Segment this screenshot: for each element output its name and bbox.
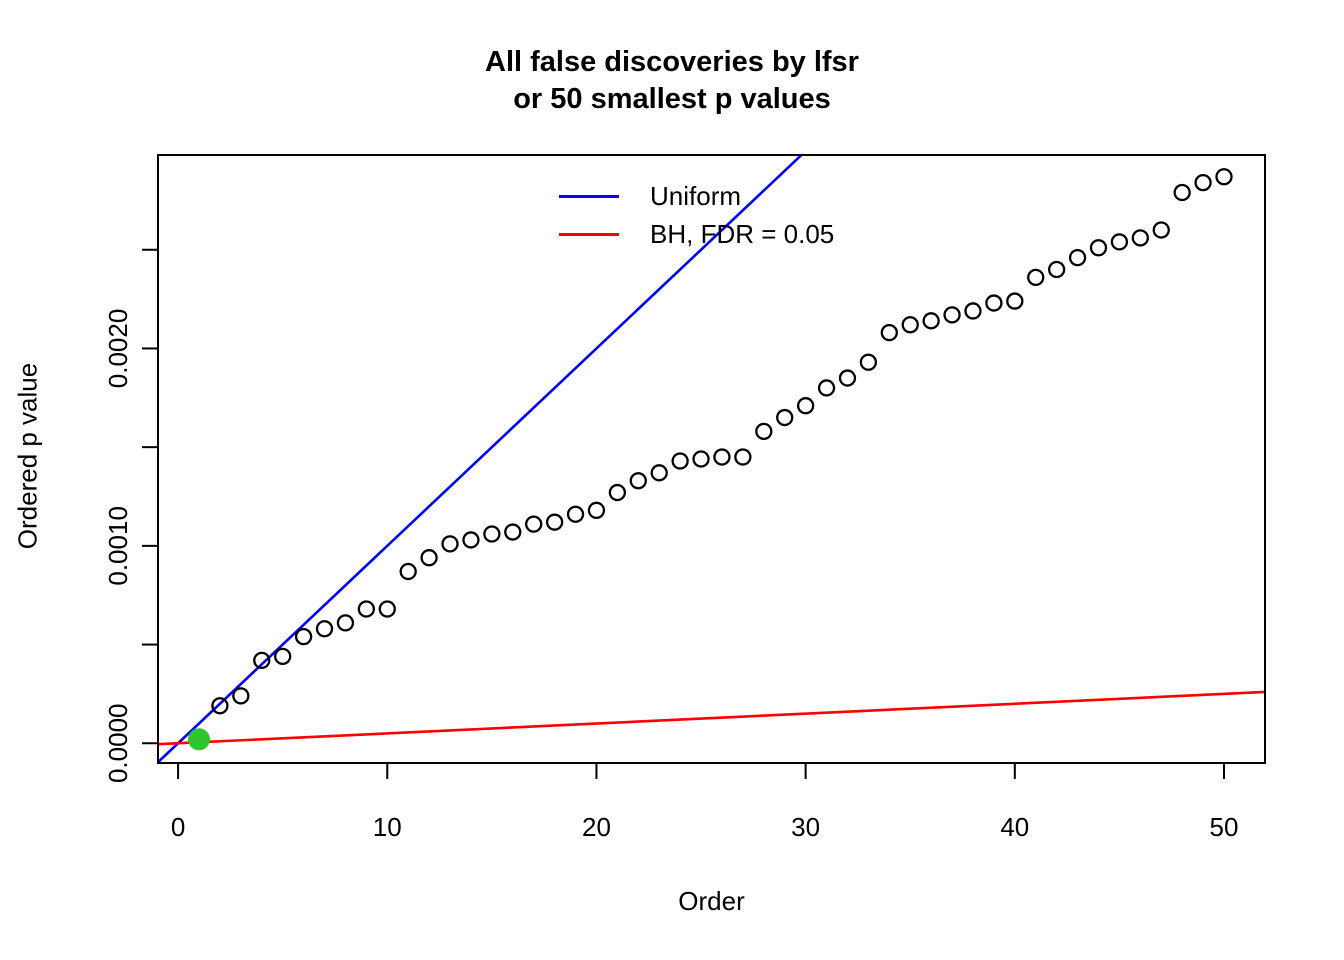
data-point [504, 523, 522, 541]
data-point [608, 483, 627, 502]
data-point [1110, 233, 1129, 251]
data-point [420, 549, 438, 567]
x-tick-label: 40 [1000, 812, 1029, 842]
data-point [1215, 168, 1233, 186]
data-point [1152, 221, 1170, 239]
x-tick-label: 20 [582, 812, 611, 842]
legend: Uniform BH, FDR = 0.05 [559, 177, 834, 253]
plot-frame [157, 154, 1266, 764]
x-tick-label: 30 [791, 812, 820, 842]
ref-line-bh [158, 690, 1265, 746]
y-tick-label: 0.0010 [103, 506, 133, 586]
data-point [587, 501, 606, 519]
legend-line-swatch-bh [559, 232, 619, 236]
x-tick-label: 50 [1210, 812, 1239, 842]
data-point [922, 312, 940, 330]
data-point [1006, 292, 1024, 310]
legend-label-uniform: Uniform [650, 180, 742, 211]
data-point [817, 379, 836, 397]
x-axis-label: Order [678, 886, 745, 916]
data-point [253, 651, 271, 670]
data-point [566, 505, 585, 523]
data-point [378, 600, 396, 618]
data-point [859, 353, 878, 371]
data-point [964, 302, 982, 320]
highlight-point [188, 728, 210, 751]
data-point [1027, 268, 1045, 287]
data-point [671, 452, 689, 470]
chart-title-line2: or 50 smallest p values [513, 83, 831, 115]
data-point [629, 472, 647, 490]
data-point [399, 562, 417, 581]
data-point [985, 294, 1003, 312]
ref-line-uniform [158, 155, 804, 763]
chart-title: All false discoveries by lfsr or 50 smal… [0, 44, 1344, 118]
data-point [776, 408, 794, 427]
legend-item-uniform: Uniform [559, 177, 834, 215]
data-point [650, 464, 668, 482]
data-point [880, 324, 898, 342]
data-point [294, 628, 313, 646]
data-point [232, 687, 250, 705]
y-tick-label: 0.0020 [103, 309, 133, 389]
data-point [545, 513, 564, 531]
data-point [1131, 229, 1149, 247]
data-point [1048, 260, 1066, 279]
data-point [357, 600, 375, 618]
x-tick-label: 10 [373, 812, 402, 842]
legend-line-swatch-uniform [559, 194, 619, 198]
chart-title-line1: All false discoveries by lfsr [485, 46, 859, 78]
data-point [901, 316, 919, 334]
data-point [525, 515, 543, 533]
data-point [755, 422, 773, 441]
data-point [315, 620, 334, 638]
data-point [1173, 183, 1191, 202]
data-point [1068, 248, 1087, 267]
y-tick-label: 0.0000 [103, 703, 133, 783]
data-point [1089, 239, 1108, 257]
data-point [441, 535, 459, 553]
data-point [1194, 173, 1212, 192]
data-point [734, 448, 752, 466]
data-point [943, 306, 961, 324]
data-point [796, 397, 815, 415]
legend-label-bh: BH, FDR = 0.05 [650, 218, 835, 249]
data-point [462, 531, 480, 549]
data-point [274, 647, 292, 666]
data-point [336, 614, 355, 632]
data-point [211, 697, 229, 715]
data-point [483, 525, 501, 543]
data-point [692, 450, 710, 468]
data-point [713, 448, 731, 466]
data-point [838, 369, 857, 387]
x-tick-label: 0 [171, 812, 185, 842]
legend-item-bh: BH, FDR = 0.05 [559, 215, 834, 253]
